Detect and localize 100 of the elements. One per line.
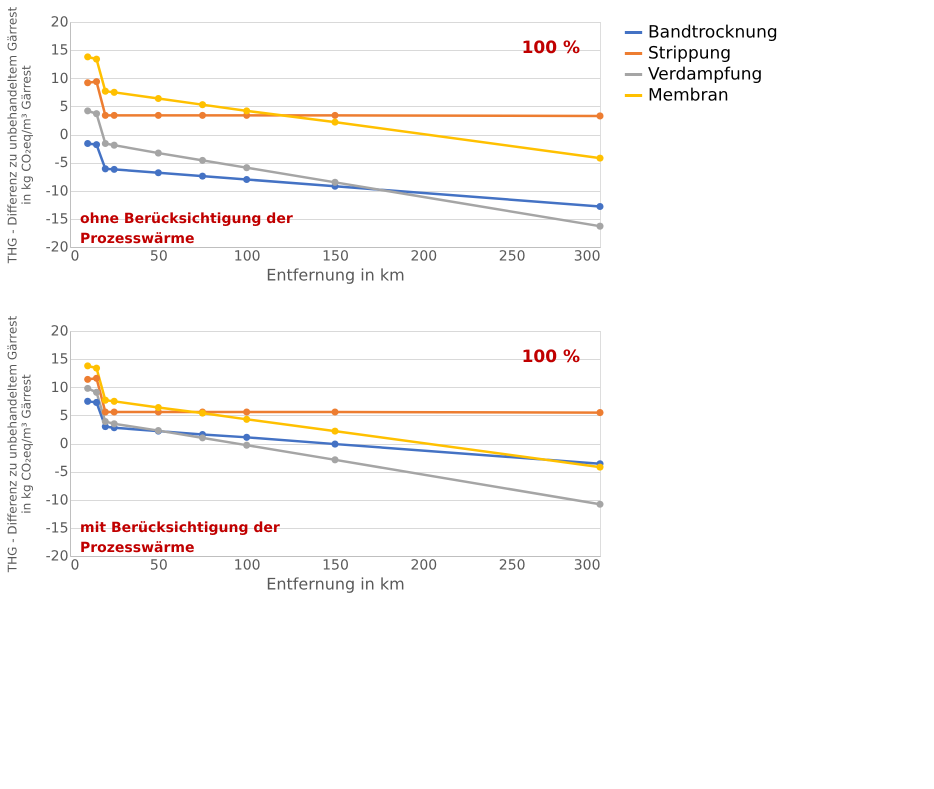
x-tick-label: 200 xyxy=(410,558,438,574)
point xyxy=(92,388,100,396)
y-tick-label: 15 xyxy=(50,42,68,59)
point xyxy=(92,374,100,382)
point xyxy=(198,101,206,108)
x-tick-label: 100 xyxy=(234,558,261,574)
annotation: 100 % xyxy=(522,38,580,58)
point xyxy=(331,428,339,435)
point xyxy=(102,418,109,426)
y-tick-label: 15 xyxy=(50,352,68,368)
point xyxy=(331,456,339,464)
point xyxy=(92,110,100,118)
point xyxy=(198,112,206,119)
point xyxy=(102,140,109,148)
point xyxy=(102,165,109,172)
x-tick-label: 50 xyxy=(150,558,168,574)
point xyxy=(102,112,109,119)
y-tick-label: -10 xyxy=(46,183,68,200)
y-tick-label: -15 xyxy=(46,211,68,228)
x-tick-label: 250 xyxy=(498,558,526,574)
point xyxy=(596,409,604,416)
y-tick-label: -15 xyxy=(46,520,68,536)
legend-label: Membran xyxy=(648,86,729,106)
point xyxy=(154,150,162,157)
y-tick-label: 20 xyxy=(50,14,68,30)
x-tick-label: 0 xyxy=(70,558,80,574)
y-tick-label: -5 xyxy=(54,155,68,172)
point xyxy=(596,202,604,210)
y-tick-label: 0 xyxy=(60,127,68,143)
point xyxy=(102,408,109,416)
point xyxy=(110,88,118,96)
point xyxy=(84,376,92,383)
point xyxy=(84,140,92,148)
point xyxy=(596,500,604,508)
point xyxy=(596,154,604,162)
point xyxy=(84,362,92,370)
point xyxy=(84,79,92,86)
y-tick-label: 5 xyxy=(60,408,68,424)
x-tick-label: 200 xyxy=(410,248,438,264)
point xyxy=(92,78,100,86)
y-tick-label: 20 xyxy=(50,324,68,340)
point xyxy=(110,420,118,428)
annotation: 100 % xyxy=(522,347,580,367)
point xyxy=(92,56,100,63)
point xyxy=(154,404,162,412)
y-axis-title: THG - Differenz zu unbehandeltem Gärrest in kg CO₂eq/m³ Gärrest xyxy=(6,316,34,574)
y-tick-label: 5 xyxy=(60,98,68,115)
x-tick-label: 300 xyxy=(574,248,600,264)
point xyxy=(110,166,118,173)
point xyxy=(198,156,206,164)
point xyxy=(243,408,250,416)
point xyxy=(198,434,206,442)
y-tick-label: 10 xyxy=(50,380,68,396)
y-tick-label: 0 xyxy=(60,436,68,452)
y-axis-title: THG - Differenz zu unbehandeltem Gärrest in kg CO₂eq/m³ Gärrest xyxy=(6,6,34,264)
legend-label: Verdampfung xyxy=(648,64,762,84)
point xyxy=(110,142,118,149)
x-tick-label: 150 xyxy=(322,248,349,264)
point xyxy=(84,53,92,60)
point xyxy=(154,112,162,119)
annotation: mit Berücksichtigung der Prozesswärme xyxy=(80,520,280,556)
x-tick-label: 50 xyxy=(150,248,168,264)
point xyxy=(154,169,162,176)
x-tick-label: 0 xyxy=(70,248,80,264)
point xyxy=(110,408,118,416)
point xyxy=(110,112,118,119)
y-tick-label: -20 xyxy=(46,240,68,256)
point xyxy=(102,88,109,95)
point xyxy=(331,178,339,186)
annotation: ohne Berücksichtigung der Prozesswärme xyxy=(80,211,293,247)
x-tick-label: 250 xyxy=(498,248,526,264)
point xyxy=(92,141,100,148)
point xyxy=(243,416,250,423)
point xyxy=(84,107,92,114)
point xyxy=(243,164,250,172)
point xyxy=(331,408,339,416)
legend-label: Bandtrocknung xyxy=(648,22,778,42)
point xyxy=(596,222,604,230)
legend-label: Strippung xyxy=(648,44,732,64)
y-tick-label: -10 xyxy=(46,492,68,508)
point xyxy=(596,464,604,471)
x-axis-title: Entfernung in km xyxy=(266,574,405,594)
point xyxy=(198,172,206,180)
point xyxy=(331,112,339,119)
point xyxy=(102,396,109,404)
point xyxy=(331,118,339,126)
point xyxy=(331,440,339,448)
point xyxy=(243,176,250,184)
point xyxy=(596,112,604,120)
point xyxy=(243,434,250,441)
point xyxy=(110,398,118,405)
point xyxy=(92,398,100,406)
y-tick-label: -20 xyxy=(46,548,68,564)
y-tick-label: -5 xyxy=(54,464,68,480)
point xyxy=(243,442,250,449)
point xyxy=(243,107,250,114)
y-tick-label: 10 xyxy=(50,70,68,87)
point xyxy=(84,398,92,405)
point xyxy=(92,364,100,372)
point xyxy=(154,94,162,102)
